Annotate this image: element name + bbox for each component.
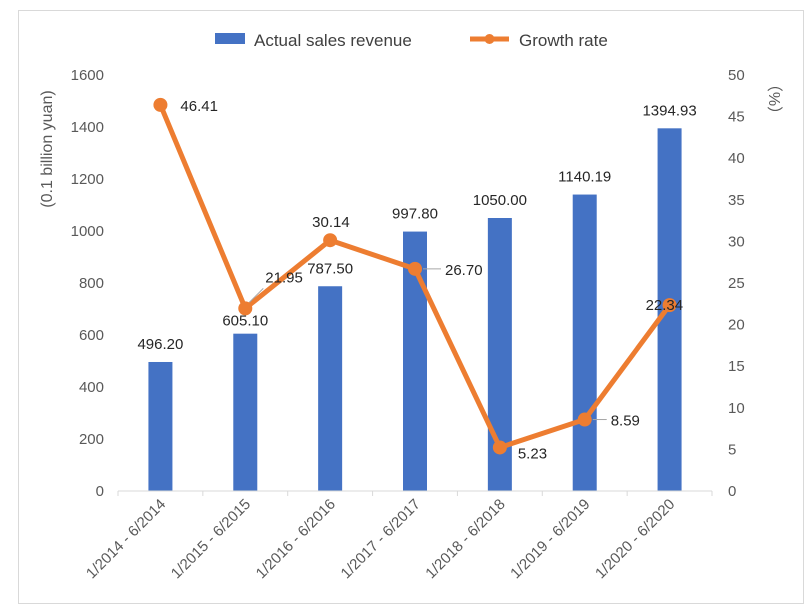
growth-point bbox=[238, 301, 253, 316]
y2-axis-ticks: 0 5 10 15 20 25 30 35 40 45 50 bbox=[728, 67, 745, 500]
line-value-label: 22.34 bbox=[646, 297, 684, 314]
x-tick-label: 1/2014 - 6/2014 bbox=[83, 496, 169, 582]
y2-tick-label: 0 bbox=[728, 483, 736, 500]
x-tick-label: 1/2019 - 6/2019 bbox=[507, 496, 593, 582]
legend-label-bar: Actual sales revenue bbox=[254, 31, 412, 50]
y2-tick-label: 5 bbox=[728, 441, 736, 458]
y2-tick-label: 15 bbox=[728, 358, 745, 375]
y-tick-label: 1400 bbox=[71, 119, 104, 136]
x-tick-label: 1/2016 - 6/2016 bbox=[253, 496, 339, 582]
bar-value-label: 1050.00 bbox=[473, 192, 527, 209]
line-value-label: 46.41 bbox=[180, 98, 218, 115]
y2-tick-label: 10 bbox=[728, 400, 745, 417]
y2-tick-label: 20 bbox=[728, 317, 745, 334]
legend-swatch-marker bbox=[484, 34, 495, 44]
bar-data-labels: 496.20 605.10 787.50 997.80 1050.00 1140.19 13… bbox=[137, 102, 696, 353]
line-data-labels: 46.41 21.95 30.14 26.70 5.23 8.59 22.34 bbox=[180, 98, 683, 463]
x-tick-label: 1/2018 - 6/2018 bbox=[422, 496, 508, 582]
line-value-label: 8.59 bbox=[611, 413, 640, 430]
line-value-label: 30.14 bbox=[312, 214, 350, 231]
growth-point bbox=[492, 440, 507, 455]
bar-value-label: 496.20 bbox=[137, 336, 183, 353]
bar-value-label: 787.50 bbox=[307, 260, 353, 277]
y2-axis-title: （%） bbox=[765, 76, 783, 122]
growth-point bbox=[153, 97, 168, 112]
y2-tick-label: 25 bbox=[728, 275, 745, 292]
y2-tick-label: 45 bbox=[728, 109, 745, 126]
growth-line-series bbox=[153, 97, 677, 455]
bar-value-label: 605.10 bbox=[222, 313, 268, 330]
y2-tick-label: 35 bbox=[728, 192, 745, 209]
y2-tick-label: 30 bbox=[728, 233, 745, 250]
y-tick-label: 0 bbox=[96, 483, 104, 500]
leader-line bbox=[248, 288, 264, 303]
bar bbox=[148, 361, 173, 491]
bar-value-label: 997.80 bbox=[392, 206, 438, 223]
legend: Actual sales revenue Growth rate bbox=[215, 31, 608, 50]
bar-series bbox=[148, 128, 682, 491]
legend-swatch-bar bbox=[215, 33, 245, 44]
bar-value-label: 1394.93 bbox=[642, 102, 696, 119]
legend-label-line: Growth rate bbox=[519, 31, 608, 50]
line-value-label: 5.23 bbox=[518, 445, 547, 462]
x-tick-label: 1/2015 - 6/2015 bbox=[168, 496, 254, 582]
x-tick-label: 1/2020 - 6/2020 bbox=[592, 496, 678, 582]
growth-point bbox=[577, 412, 592, 427]
y-tick-label: 600 bbox=[79, 327, 104, 344]
line-value-label: 26.70 bbox=[445, 262, 483, 279]
y2-tick-label: 40 bbox=[728, 150, 745, 167]
y-axis-title: (0.1 billion yuan) bbox=[39, 90, 56, 207]
y-tick-label: 800 bbox=[79, 275, 104, 292]
x-tick-label: 1/2017 - 6/2017 bbox=[337, 496, 423, 582]
growth-point bbox=[408, 261, 422, 276]
y-axis-ticks: 0 200 400 600 800 1000 1200 1400 1600 bbox=[71, 67, 104, 500]
y2-tick-label: 50 bbox=[728, 67, 745, 84]
y-tick-label: 1600 bbox=[71, 67, 104, 84]
y-tick-label: 1000 bbox=[71, 223, 104, 240]
line-value-label: 21.95 bbox=[265, 269, 303, 286]
y-tick-label: 400 bbox=[79, 379, 104, 396]
bar bbox=[572, 194, 597, 491]
bar-value-label: 1140.19 bbox=[558, 169, 611, 186]
bar bbox=[233, 333, 258, 491]
y-tick-label: 1200 bbox=[71, 171, 104, 188]
growth-point bbox=[323, 233, 338, 248]
bar bbox=[318, 286, 343, 491]
y-tick-label: 200 bbox=[79, 431, 104, 448]
growth-point bbox=[662, 298, 677, 313]
